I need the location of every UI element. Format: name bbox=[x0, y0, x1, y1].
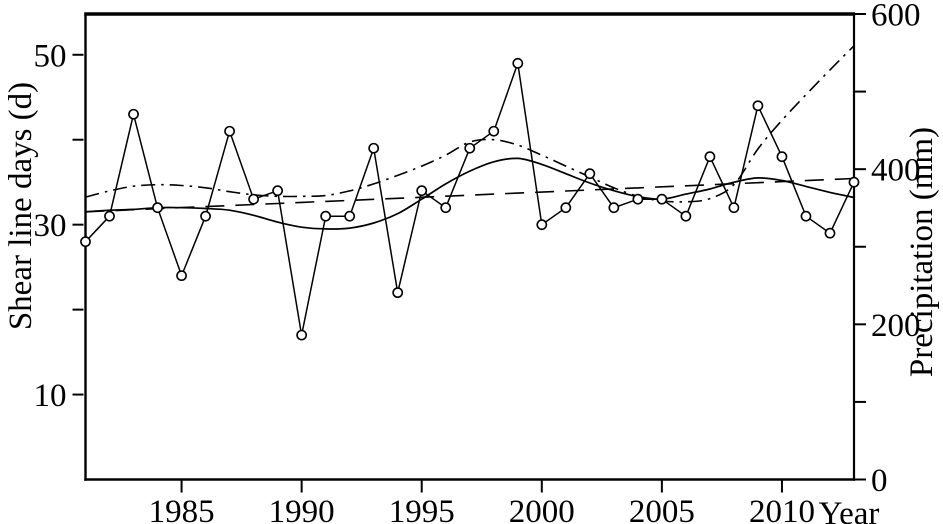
data-point-marker-1983 bbox=[128, 108, 139, 120]
right-axis-tick-label: 0 bbox=[871, 463, 888, 499]
x-axis-tick-label: 2005 bbox=[629, 494, 695, 524]
data-point-marker-1994 bbox=[392, 287, 404, 299]
data-point-marker-1982 bbox=[104, 210, 115, 222]
x-axis-tick-label: 1995 bbox=[389, 494, 455, 524]
data-point-marker-1993 bbox=[368, 142, 380, 154]
data-point-marker-1981 bbox=[80, 236, 91, 248]
data-point-marker-2008 bbox=[728, 202, 740, 214]
data-point-marker-1984 bbox=[152, 202, 163, 214]
data-point-marker-2011 bbox=[800, 210, 812, 222]
right-axis-tick-label: 400 bbox=[871, 153, 921, 189]
data-point-marker-1992 bbox=[344, 210, 356, 222]
x-axis-tick-label: 1990 bbox=[269, 494, 335, 524]
right-axis-tick-label: 200 bbox=[871, 308, 921, 344]
left-axis-tick-label: 30 bbox=[34, 208, 67, 244]
data-point-marker-1988 bbox=[248, 193, 260, 205]
data-point-marker-2012 bbox=[824, 227, 836, 239]
data-point-marker-2004 bbox=[632, 193, 644, 205]
data-point-marker-1996 bbox=[440, 202, 452, 214]
data-point-marker-2000 bbox=[536, 219, 548, 231]
x-axis-tick-label: 1985 bbox=[149, 494, 215, 524]
x-axis-title: Year bbox=[818, 496, 880, 524]
x-axis-tick-label: 2000 bbox=[509, 494, 575, 524]
data-point-marker-1998 bbox=[488, 125, 500, 137]
data-point-marker-1991 bbox=[320, 210, 332, 222]
series-precipitation-smoothed-line bbox=[85, 45, 855, 203]
series-shear-line-days-smoothed-line bbox=[85, 157, 855, 230]
data-point-marker-1986 bbox=[200, 210, 211, 222]
left-axis-title: Shear line days (d) bbox=[3, 81, 39, 331]
data-point-marker-2001 bbox=[560, 202, 572, 214]
right-axis-title: Precipitation (mm) bbox=[904, 126, 940, 378]
left-axis-tick-label: 50 bbox=[34, 38, 67, 74]
data-point-marker-1995 bbox=[416, 185, 428, 197]
data-point-marker-2003 bbox=[608, 202, 620, 214]
series-shear-line-days-annual-line bbox=[84, 63, 855, 336]
x-axis-tick-label: 2010 bbox=[749, 494, 815, 524]
data-point-marker-1987 bbox=[224, 125, 235, 137]
data-point-marker-1999 bbox=[512, 57, 524, 69]
data-point-marker-2013 bbox=[848, 176, 860, 188]
data-point-marker-1985 bbox=[176, 270, 187, 282]
data-point-marker-2005 bbox=[656, 193, 668, 205]
data-point-marker-2002 bbox=[584, 168, 596, 180]
right-axis-tick-label: 600 bbox=[871, 0, 921, 34]
data-point-marker-2007 bbox=[704, 151, 716, 163]
data-point-marker-1990 bbox=[296, 329, 308, 341]
data-point-marker-2010 bbox=[776, 151, 788, 163]
data-point-marker-2009 bbox=[752, 100, 764, 112]
data-point-marker-1989 bbox=[272, 185, 284, 197]
data-point-marker-1997 bbox=[464, 142, 476, 154]
left-axis-tick-label: 10 bbox=[34, 378, 67, 414]
data-point-marker-2006 bbox=[680, 210, 692, 222]
